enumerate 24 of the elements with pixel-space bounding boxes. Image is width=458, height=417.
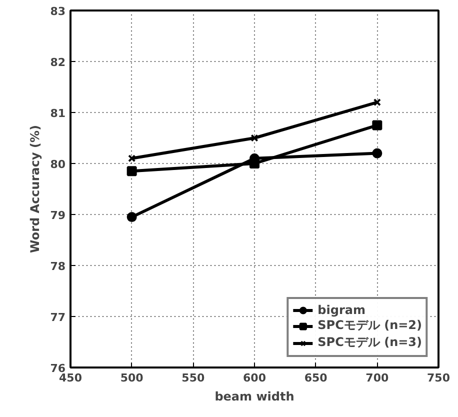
x-tick-label: 600 <box>243 372 266 384</box>
x-tick-label: 750 <box>427 372 450 384</box>
y-tick-label: 82 <box>50 56 66 69</box>
y-tick-label: 77 <box>50 311 66 324</box>
point <box>126 166 137 176</box>
x-tick-label: 550 <box>182 372 205 384</box>
point <box>250 158 260 168</box>
point <box>250 134 258 142</box>
x-tick-label: 500 <box>120 372 144 384</box>
x-axis-title: beam width <box>214 390 294 404</box>
y-axis-title: Word Accuracy (%) <box>28 125 42 253</box>
point <box>372 148 382 158</box>
y-tick-label: 79 <box>50 209 66 222</box>
x-tick-label: 650 <box>304 372 328 384</box>
y-tick-label: 81 <box>50 107 66 120</box>
legend-label: SPCモデル (n=2) <box>318 317 422 334</box>
point <box>372 120 382 130</box>
legend-label: bigram <box>318 303 366 317</box>
x-tick-label: 700 <box>366 372 389 384</box>
legend-label: SPCモデル (n=3) <box>318 334 422 351</box>
y-tick-label: 78 <box>50 260 66 273</box>
y-tick-label: 80 <box>50 158 66 171</box>
y-tick-label: 83 <box>50 5 66 18</box>
point <box>126 212 137 222</box>
